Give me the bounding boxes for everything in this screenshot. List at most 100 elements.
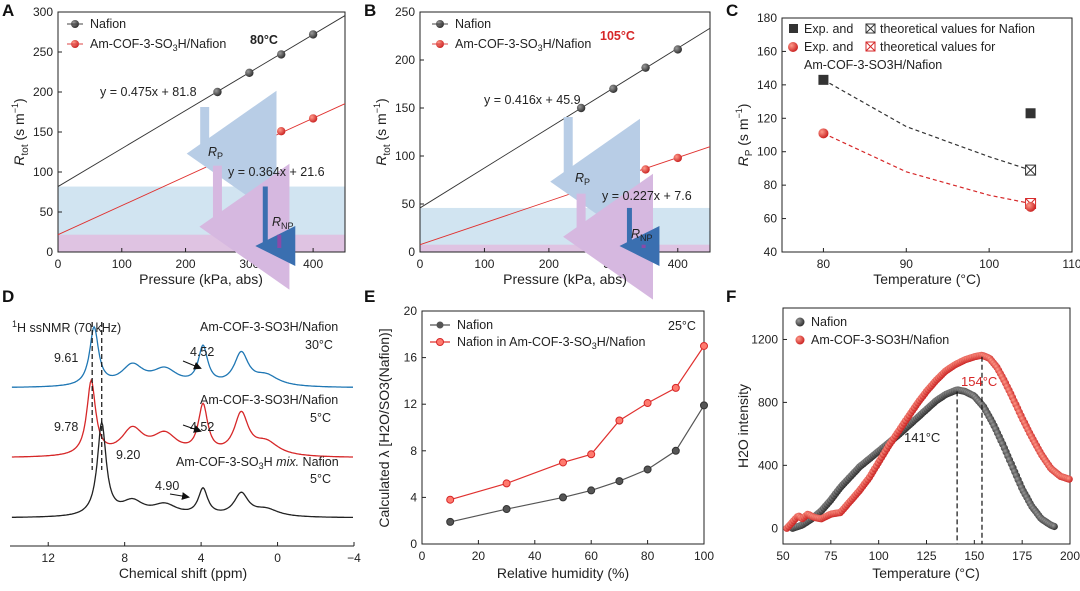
panel-c-ytick-label: 120 [757,111,777,125]
data-point-cof [277,127,286,136]
legend-marker-cof-e [436,338,444,346]
legend-cof-e: Nafion in Am-COF-3-SO3H/Nafion [457,335,645,351]
data-point-cof-e [502,479,511,488]
peak-label-452-b-d: 4.52 [190,420,214,434]
legend-cof-a: Am-COF-3-SO3H/Nafion [90,37,226,53]
data-point-cof-e [671,383,680,392]
data-point-cof-e [587,450,596,459]
y-axis-title-e: Calculated λ [H2O/SO3(Nafion)] [376,328,392,527]
spectrum-temp-2-d: 5°C [310,411,331,425]
panel-b: B 0 100 200 300 400 0 50 100 150 200 250 Pressure … [364,1,711,300]
nmr-spectrum-5c-mixture [11,420,353,519]
fit-label-cof-b: y = 0.227x + 7.6 [602,189,692,203]
cof-band-a [58,234,345,252]
panel-b-xtick-label: 400 [668,257,688,271]
axes-frame-e [421,310,705,545]
peak-label-nafion-f: 141°C [904,430,940,445]
data-point-cof [673,153,682,163]
panel-c-xtick-label: 90 [900,257,914,271]
data-point-cof-f [1065,475,1073,483]
panel-a-xtick-label: 400 [303,257,323,271]
data-point-nafion-e [559,493,567,502]
panel-e-ytick-label: 0 [410,537,417,551]
panel-e-xtick-label: 40 [528,549,542,563]
panel-e-ytick-label: 8 [410,444,417,458]
line-nafion-e [450,405,705,523]
trend-line-nafion [823,79,1031,171]
fit-label-nafion-b: y = 0.416x + 45.9 [484,93,581,107]
annotation-arrow-1-d [182,360,202,370]
nmr-spectrum-5c-composite [11,378,353,458]
peak-label-961-d: 9.61 [54,351,78,365]
legend-nafion-f: Nafion [811,315,847,329]
panel-b-xtick-label: 300 [603,257,623,271]
panel-c-ytick-label: 100 [757,145,777,159]
nmr-title-d: 1H ssNMR (70 kHz) [12,319,121,335]
panel-a-xtick-label: 200 [176,257,196,271]
data-point-cof-e [559,458,567,467]
panel-a-ytick-label: 250 [33,45,53,59]
data-point-nafion-e [446,517,455,526]
panel-label-f: F [726,287,736,306]
legend-theo-nafion-c: theoretical values for Nafion [880,22,1035,36]
data-point-cof-e [643,399,652,408]
panel-a-ytick-label: 150 [33,125,53,139]
panel-f-xtick-label: 100 [869,549,889,563]
data-point-cof-exp [818,128,829,139]
spectrum-temp-1-d: 30°C [305,338,333,352]
temperature-label-a: 80°C [250,33,278,47]
panel-b-ytick-label: 250 [395,5,415,19]
data-point-nafion [245,68,254,78]
x-axis-title-b: Pressure (kPa, abs) [503,271,627,287]
annotation-arrow-2-d [182,424,202,433]
temperature-label-e: 25°C [668,319,696,333]
spectrum-label-2-d: Am-COF-3-SO3H/Nafion [200,393,338,407]
panel-e-ytick-label: 20 [404,304,418,318]
data-point-nafion-e [643,465,652,474]
panel-e: E 0 20 40 60 80 100 0 4 8 12 16 20 Relative humidit… [364,287,714,581]
data-point-cof [609,175,618,185]
panel-a-ytick-label: 300 [33,5,53,19]
data-point-nafion [277,50,286,59]
data-point-cof [308,114,318,123]
peak-label-cof-f: 154°C [961,374,997,389]
panel-c: C 80 90 100 110 40 60 80 100 120 140 160 180 Temper… [726,1,1080,287]
panel-f-ytick-label: 1200 [751,332,778,346]
x-axis-title-f: Temperature (°C) [872,565,980,581]
panel-e-xtick-label: 60 [585,549,599,563]
legend-exp-nafion-c: Exp. and [804,22,853,36]
peak-label-920-d: 9.20 [116,448,140,462]
panel-a-ytick-label: 100 [33,165,53,179]
legend-exp-cof-c: Exp. and [804,40,853,54]
legend-nafion-b: Nafion [455,17,491,31]
panel-f-ytick-label: 800 [758,395,778,409]
panel-b-xtick-label: 0 [417,257,424,271]
y-axis-title-f: H2O intensity [735,384,751,468]
panel-b-xtick-label: 100 [474,257,494,271]
x-axis-title-a: Pressure (kPa, abs) [139,271,263,287]
panel-b-ytick-label: 200 [395,53,415,67]
panel-c-xtick-label: 100 [979,257,999,271]
x-axis-title-d: Chemical shift (ppm) [119,565,247,581]
panel-e-ytick-label: 12 [404,397,418,411]
panel-c-ytick-label: 40 [764,245,778,259]
rp-label-b: RP [575,171,590,187]
panel-c-ytick-label: 60 [764,212,778,226]
panel-b-ytick-label: 100 [395,149,415,163]
rnp-label-b: RNP [631,227,653,243]
panel-a: A 0 100 200 300 400 0 50 100 150 200 250 300 Pressu… [2,1,346,290]
panel-e-ytick-label: 16 [404,351,418,365]
panel-d-xtick-label: 12 [42,551,56,565]
panel-f: F 50 75 100 125 150 175 200 0 400 800 1200 Tempera… [726,287,1080,581]
y-axis-title-a: Rtot (s m−1) [10,98,31,165]
panel-e-xtick-label: 100 [694,549,714,563]
data-point-cof-e [446,495,455,504]
trend-line-cof [823,132,1031,205]
spectrum-temp-3-d: 5°C [310,472,331,486]
panel-label-a: A [2,1,14,20]
legend-marker-cof-exp-c [788,42,798,52]
panel-b-ytick-label: 150 [395,101,415,115]
data-point-nafion-e [671,446,680,455]
data-point-nafion [213,87,222,97]
panel-f-xtick-label: 200 [1060,549,1080,563]
